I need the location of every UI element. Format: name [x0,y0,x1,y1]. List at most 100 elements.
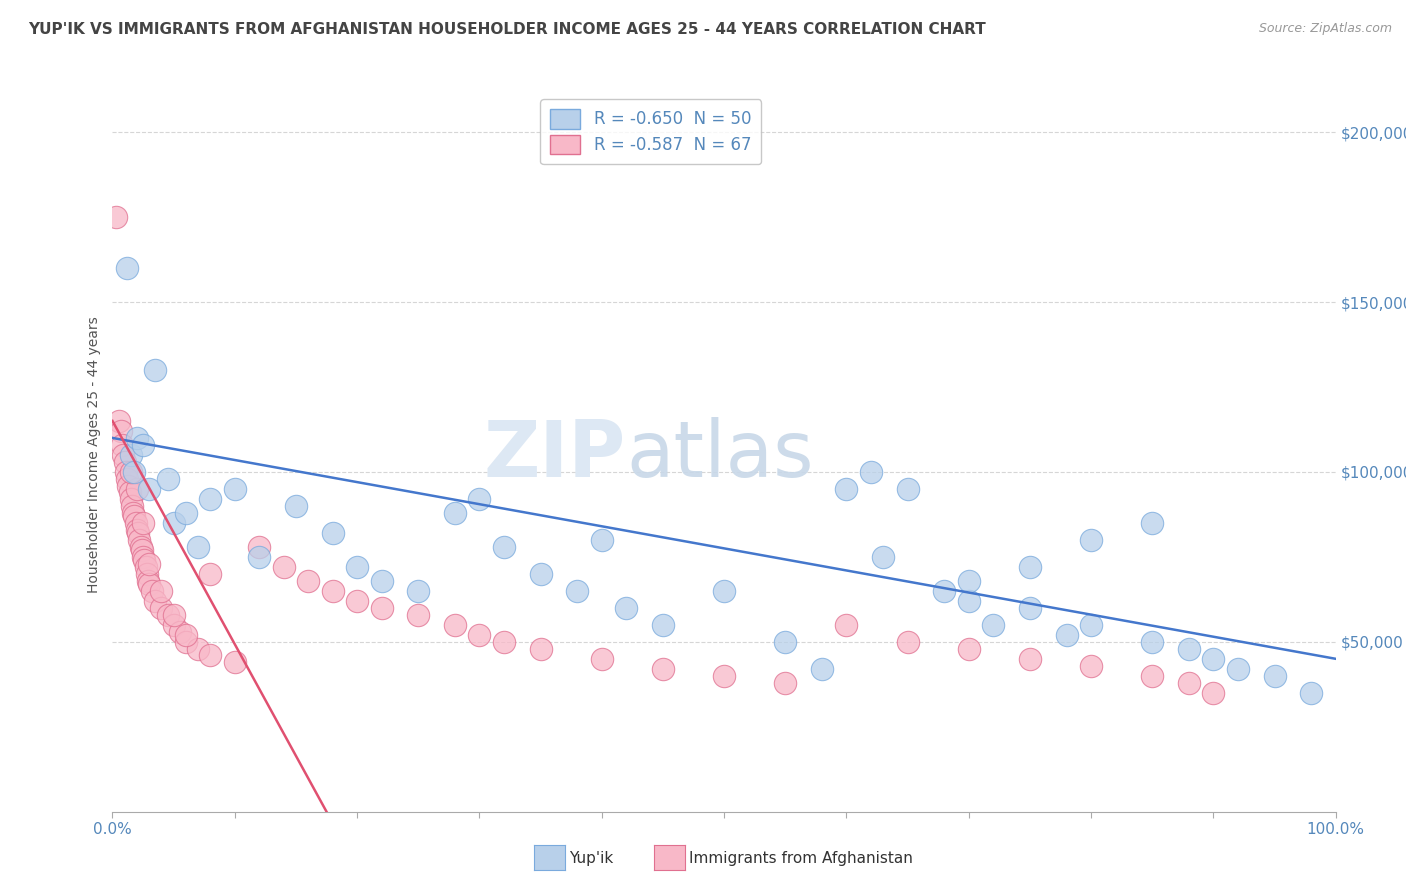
Point [187,641,209,656]
Point [115,260,138,275]
Point [134,553,156,567]
Point [444,617,467,632]
Point [775,675,797,690]
Point [957,594,980,608]
Point [114,455,136,469]
Point [135,566,157,581]
Point [1080,658,1102,673]
Point [529,566,551,581]
Point [897,635,920,649]
Point [957,574,980,588]
Point [957,641,980,656]
Point [322,526,344,541]
Point [981,617,1004,632]
Point [110,424,132,438]
Point [124,509,146,524]
Point [120,448,142,462]
Point [143,363,166,377]
Point [1142,669,1164,683]
Point [121,499,143,513]
Point [156,472,179,486]
Point [200,492,222,507]
Point [129,540,152,554]
Point [614,600,637,615]
Point [125,482,148,496]
Point [118,485,141,500]
Point [247,549,270,564]
Point [125,516,148,530]
Point [105,210,128,224]
Point [492,635,515,649]
Point [835,617,858,632]
Text: Immigrants from Afghanistan: Immigrants from Afghanistan [689,852,912,866]
Point [150,583,173,598]
Point [136,574,159,588]
Y-axis label: Householder Income Ages 25 - 44 years: Householder Income Ages 25 - 44 years [87,317,101,593]
Point [132,438,155,452]
Point [200,566,222,581]
Point [713,583,735,598]
Point [200,648,222,663]
Point [567,583,589,598]
Point [115,465,138,479]
Point [444,506,467,520]
Point [163,607,186,622]
Point [1264,669,1286,683]
Point [125,431,148,445]
Point [111,438,134,452]
Point [811,662,834,676]
Point [131,543,153,558]
Point [187,540,209,554]
Point [934,583,956,598]
Point [1226,662,1249,676]
Point [112,448,135,462]
Point [322,583,344,598]
Point [150,600,173,615]
Point [156,607,179,622]
Point [1018,652,1040,666]
Point [835,482,858,496]
Point [115,472,138,486]
Point [492,540,515,554]
Point [125,523,148,537]
Point [132,549,155,564]
Point [1178,675,1201,690]
Point [107,414,129,428]
Point [273,560,295,574]
Point [346,560,368,574]
Point [1178,641,1201,656]
Point [652,617,675,632]
Text: Source: ZipAtlas.com: Source: ZipAtlas.com [1258,22,1392,36]
Point [224,655,246,669]
Point [141,583,163,598]
Point [169,624,191,639]
Point [174,635,197,649]
Point [713,669,735,683]
Point [529,641,551,656]
Point [297,574,319,588]
Point [1202,652,1225,666]
Point [1080,617,1102,632]
Point [120,465,142,479]
Point [370,600,392,615]
Point [117,478,139,492]
Point [174,506,197,520]
Point [124,465,146,479]
Point [1142,516,1164,530]
Point [1056,628,1078,642]
Point [468,628,491,642]
Point [1301,686,1323,700]
Point [370,574,392,588]
Point [1018,560,1040,574]
Point [1018,600,1040,615]
Point [138,577,160,591]
Point [224,482,246,496]
Point [408,607,430,622]
Text: ZIP: ZIP [484,417,626,493]
Point [775,635,797,649]
Point [872,549,894,564]
Point [346,594,368,608]
Point [408,583,430,598]
Point [138,557,160,571]
Point [132,516,155,530]
